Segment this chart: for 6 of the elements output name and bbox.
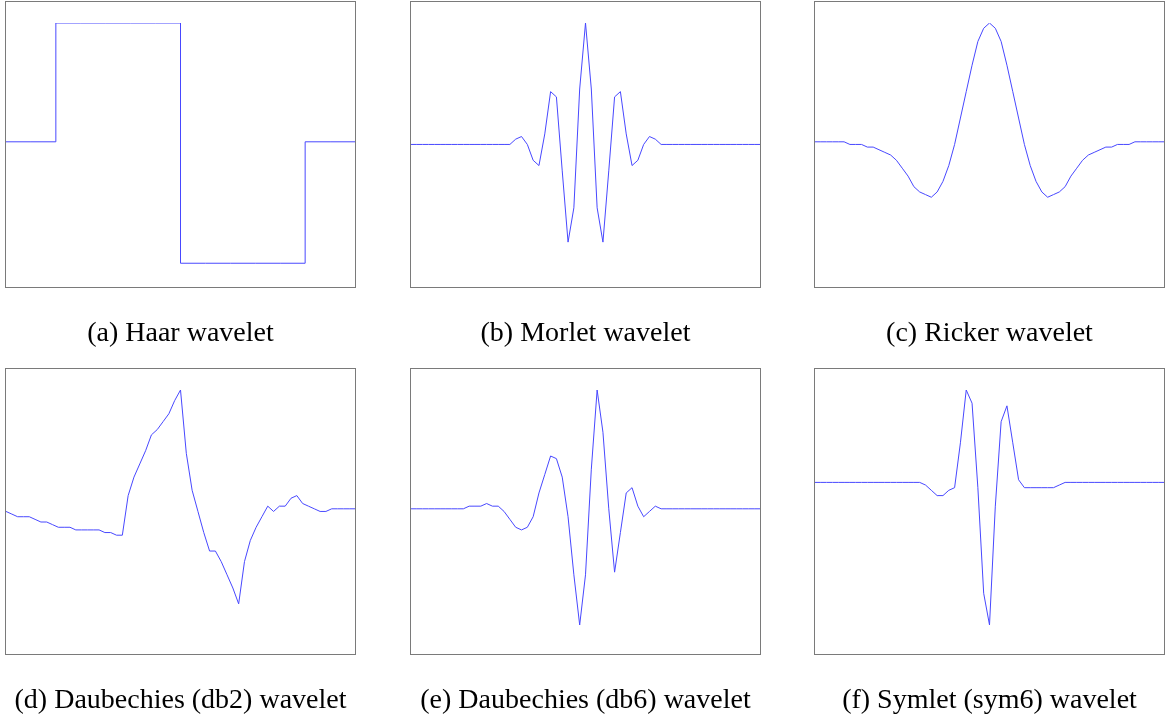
x-axis-title: (f) Symlet (sym6) wavelet [841, 683, 1138, 715]
x-axis-title: (e) Daubechies (db6) wavelet [419, 683, 752, 715]
x-axis-title: (d) Daubechies (db2) wavelet [13, 683, 348, 715]
x-axis-title: (b) Morlet wavelet [479, 316, 692, 348]
x-axis-title: (c) Ricker wavelet [885, 316, 1094, 348]
x-axis-title: (a) Haar wavelet [86, 316, 275, 348]
